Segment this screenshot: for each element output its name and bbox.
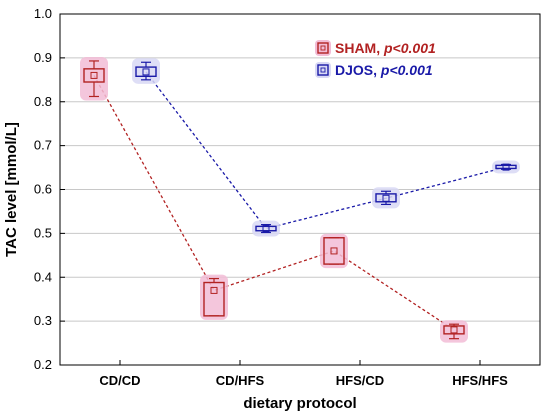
x-tick-label: CD/HFS: [216, 373, 265, 388]
legend-series-name: SHAM,: [335, 40, 384, 56]
x-tick-label: HFS/CD: [336, 373, 384, 388]
mean-point: [90, 71, 98, 79]
legend-swatch: [317, 42, 329, 54]
mean-point: [502, 163, 510, 171]
legend-item-sham: SHAM, p<0.001: [315, 40, 436, 56]
y-tick-label: 0.6: [34, 182, 52, 197]
box-glow: [320, 233, 348, 269]
box-glow: [200, 274, 228, 320]
legend-label: DJOS, p<0.001: [335, 62, 433, 78]
legend-p-value: p<0.001: [383, 40, 436, 56]
y-tick-label: 0.3: [34, 313, 52, 328]
box-glow: [372, 187, 400, 209]
legend-swatch: [317, 64, 329, 76]
box-rect: [443, 325, 465, 335]
box-sham-3: [440, 320, 468, 343]
x-tick-label: CD/CD: [99, 373, 140, 388]
legend-p-value: p<0.001: [380, 62, 433, 78]
mean-point: [262, 225, 270, 233]
y-tick-label: 0.7: [34, 138, 52, 153]
x-axis-title: dietary protocol: [243, 395, 356, 412]
box-rect: [255, 225, 277, 232]
box-sham-0: [80, 56, 108, 101]
y-tick-label: 0.9: [34, 50, 52, 65]
box-djos-2: [372, 187, 400, 209]
box-rect: [323, 237, 345, 265]
series-djos: [132, 58, 520, 237]
y-tick-label: 0.2: [34, 357, 52, 372]
x-tick-label: HFS/HFS: [452, 373, 508, 388]
series-sham: [80, 56, 468, 343]
box-rect: [135, 66, 157, 78]
box-rect: [495, 164, 517, 170]
grid-lines: [60, 57, 540, 322]
box-rect: [83, 68, 105, 83]
mean-point: [382, 194, 390, 202]
legend-swatch-mean: [320, 45, 326, 51]
series-line: [93, 75, 455, 331]
box-sham-1: [200, 274, 228, 320]
legend-item-djos: DJOS, p<0.001: [315, 62, 433, 78]
legend-glow: [315, 62, 331, 78]
y-tick-label: 1.0: [34, 6, 52, 21]
y-tick-label: 0.4: [34, 269, 52, 284]
y-tick-label: 0.5: [34, 225, 52, 240]
box-glow: [252, 220, 280, 237]
box-sham-2: [320, 233, 348, 269]
mean-point: [142, 68, 150, 76]
box-djos-3: [492, 160, 520, 174]
mean-point: [210, 286, 218, 294]
box-glow: [492, 160, 520, 174]
mean-point: [450, 326, 458, 334]
legend-label: SHAM, p<0.001: [335, 40, 436, 56]
y-tick-label: 0.8: [34, 94, 52, 109]
legend-series-name: DJOS,: [335, 62, 381, 78]
box-djos-0: [132, 58, 160, 84]
y-axis: 0.2 0.3 0.4 0.5 0.6 0.7 0.8 0.9 1.0: [34, 6, 65, 372]
legend-swatch-mean: [320, 67, 326, 73]
series-line: [145, 71, 507, 230]
box-rect: [375, 193, 397, 203]
box-glow: [132, 58, 160, 84]
box-rect: [203, 281, 225, 317]
series-layer: [80, 56, 520, 343]
y-axis-title: TAC level [mmol/L]: [3, 122, 20, 257]
x-axis: CD/CD CD/HFS HFS/CD HFS/HFS: [99, 360, 508, 388]
mean-point: [330, 247, 338, 255]
box-djos-1: [252, 220, 280, 237]
legend-glow: [315, 40, 331, 56]
